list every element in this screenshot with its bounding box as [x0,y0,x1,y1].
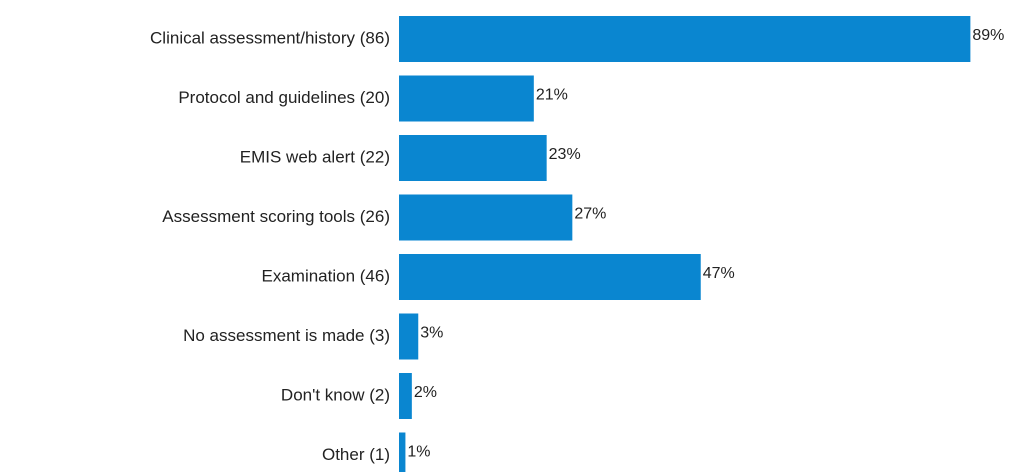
bar [399,432,406,472]
value-label: 27% [574,206,606,223]
category-label: Assessment scoring tools (26) [162,207,390,226]
value-label: 21% [536,87,568,104]
value-label: 89% [972,27,1004,44]
bar [399,16,971,62]
category-label: Protocol and guidelines (20) [178,88,390,107]
bar [399,313,419,360]
category-label: No assessment is made (3) [183,326,390,345]
value-label: 47% [703,265,735,282]
category-label: Clinical assessment/history (86) [150,28,390,47]
bar [399,373,412,419]
value-label: 23% [549,146,581,163]
value-label: 3% [420,325,443,342]
category-label: Don't know (2) [281,385,390,404]
category-label: Examination (46) [261,266,390,285]
category-label: EMIS web alert (22) [240,147,390,166]
category-label: Other (1) [322,445,390,464]
value-label: 1% [407,444,430,461]
bar [399,135,547,181]
bar [399,254,701,300]
bar [399,75,534,122]
value-label: 2% [414,384,437,401]
bar [399,194,573,241]
